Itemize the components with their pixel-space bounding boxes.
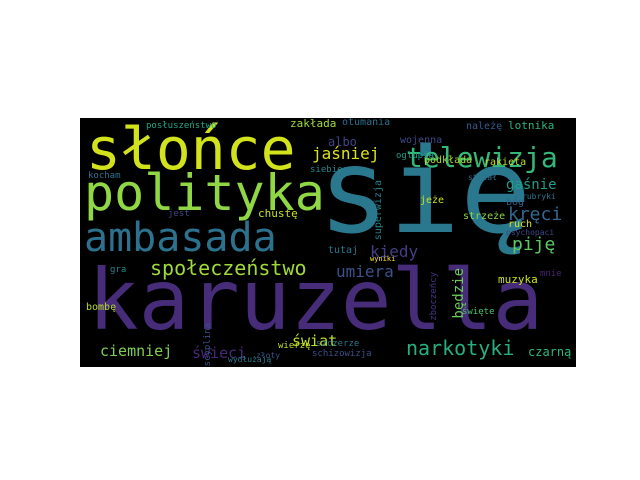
word-psychopaci: psychopaci: [506, 228, 555, 237]
word-bog: bóg: [506, 197, 525, 208]
word-czarna: czarną: [528, 345, 572, 359]
word-otumania: otumania: [342, 118, 391, 128]
word-muzyka: muzyka: [498, 273, 538, 286]
word-dyscyplina: dyscyplina: [203, 323, 213, 367]
word-wierze: wierzę: [278, 341, 311, 351]
word-jasniej: jaśniej: [312, 144, 380, 163]
word-kiedy: kiedy: [370, 242, 419, 261]
word-chuste: chustę: [258, 207, 298, 220]
word-albo: albo: [328, 135, 357, 149]
word-narkotyki: narkotyki: [406, 336, 515, 360]
word-ruch: ruch: [508, 219, 533, 230]
word-zaklada: zakłada: [290, 118, 337, 130]
word-strzeze: strzeże: [463, 211, 506, 222]
word-karuzella: karuzella: [88, 251, 544, 349]
word-spoleczenstwo: społeczeństwo: [150, 256, 307, 280]
word-polityka: polityka: [84, 164, 325, 222]
word-schizowizja: schizowizja: [312, 349, 372, 359]
word-podklada: podkłada: [424, 155, 473, 166]
word-telewizja: telewizja: [406, 141, 558, 174]
word-jeze: jeże: [420, 195, 445, 206]
word-siebie: siebie: [310, 165, 343, 175]
word-zboczency: zboczeńcy: [429, 272, 439, 321]
word-oglupia: oglupia: [396, 151, 434, 161]
word-pije: piję: [512, 234, 556, 255]
word-sie: się: [318, 122, 532, 260]
word-lotnika: lotnika: [508, 119, 555, 132]
word-rubryki: rubryki: [522, 192, 556, 201]
word-bombe: bombę: [86, 302, 117, 313]
word-kreci: kręci: [508, 204, 563, 225]
word-swieci: świeci: [192, 344, 247, 362]
word-kocham: kocham: [88, 171, 121, 181]
word-wyniki: wyniki: [370, 255, 396, 263]
word-strzal: strzał: [468, 173, 497, 182]
word-superwizja: superwizja: [373, 180, 384, 241]
word-szczerze: szczerze: [316, 339, 360, 349]
word-ambasada: ambasada: [84, 215, 277, 261]
word-umiera: umiera: [336, 262, 394, 281]
word-mnie: mnie: [540, 269, 562, 279]
word-rakieta: rakieta: [484, 157, 527, 168]
word-gra: gra: [110, 265, 127, 275]
word-tutaj: tutaj: [328, 245, 359, 256]
word-swiete: święte: [462, 307, 495, 317]
word-wydluzaja: wydłużają: [228, 355, 272, 364]
word-ciemniej: ciemniej: [100, 342, 173, 360]
word-posluszenstwo: posłuszeństwo: [146, 121, 217, 131]
word-cloud: karuzella się słońce polityka ambasada t…: [80, 118, 576, 367]
word-swiat: świat: [292, 332, 338, 350]
word-wojenna: wojenna: [400, 135, 443, 146]
word-slonce: słońce: [86, 118, 296, 183]
word-zloty: złoty: [256, 351, 281, 360]
word-jest: jest: [168, 209, 190, 219]
word-gasnie: gaśnie: [506, 177, 557, 193]
word-naleze: należę: [466, 121, 503, 132]
